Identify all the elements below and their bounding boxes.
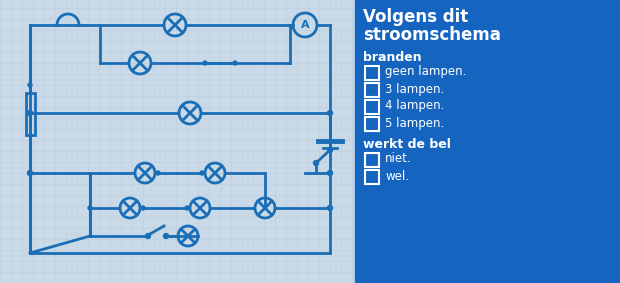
Text: 5 lampen.: 5 lampen. bbox=[385, 117, 445, 130]
Circle shape bbox=[314, 160, 319, 166]
Circle shape bbox=[185, 206, 189, 210]
Text: stroomschema: stroomschema bbox=[363, 26, 501, 44]
Text: Volgens dit: Volgens dit bbox=[363, 8, 468, 26]
Text: 4 lampen.: 4 lampen. bbox=[385, 100, 445, 113]
Bar bbox=[365, 117, 379, 131]
Circle shape bbox=[164, 233, 169, 239]
Text: niet.: niet. bbox=[385, 153, 412, 166]
Circle shape bbox=[146, 233, 151, 239]
Circle shape bbox=[28, 83, 32, 87]
Circle shape bbox=[327, 147, 332, 153]
Circle shape bbox=[203, 61, 207, 65]
Bar bbox=[365, 170, 379, 184]
Text: branden: branden bbox=[363, 51, 422, 64]
Circle shape bbox=[327, 170, 332, 175]
Circle shape bbox=[156, 171, 160, 175]
Circle shape bbox=[141, 206, 145, 210]
Text: geen lampen.: geen lampen. bbox=[385, 65, 466, 78]
Circle shape bbox=[327, 205, 332, 211]
Circle shape bbox=[233, 61, 237, 65]
Text: A: A bbox=[301, 20, 309, 29]
Bar bbox=[355, 0, 620, 283]
Text: 3 lampen.: 3 lampen. bbox=[385, 83, 445, 95]
Text: wel.: wel. bbox=[385, 170, 409, 183]
Circle shape bbox=[88, 206, 92, 210]
Bar bbox=[365, 83, 379, 97]
Circle shape bbox=[327, 110, 332, 115]
Circle shape bbox=[28, 111, 32, 115]
Bar bbox=[365, 100, 379, 114]
Bar bbox=[365, 66, 379, 80]
Circle shape bbox=[27, 170, 32, 175]
Circle shape bbox=[27, 110, 32, 115]
Text: werkt de bel: werkt de bel bbox=[363, 138, 451, 151]
Circle shape bbox=[200, 171, 204, 175]
Bar bbox=[25, 93, 35, 135]
Bar bbox=[365, 153, 379, 167]
